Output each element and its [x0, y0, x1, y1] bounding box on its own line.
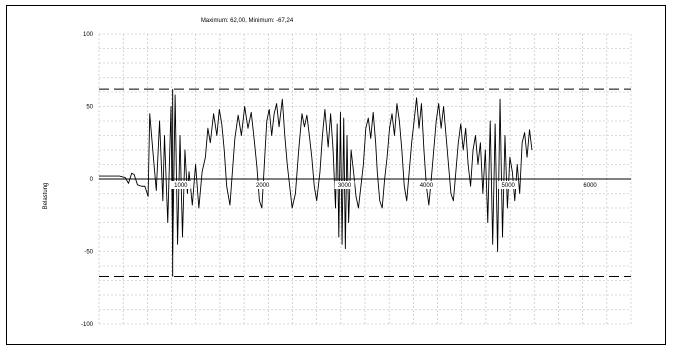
x-tick-label-background: [580, 181, 601, 189]
y-tick-labels: 100 50 0 -50 -100: [81, 32, 94, 328]
x-tick-label-background: [252, 181, 273, 189]
x-tick-label-background: [334, 181, 355, 189]
y-tick-label: -100: [81, 322, 94, 328]
x-tick-label: 2000: [256, 183, 270, 189]
series-line: [99, 94, 533, 255]
chart-frame: Maximum: 62,00, Minimum: -67,24 Belastun…: [6, 5, 666, 345]
chart-svg: Maximum: 62,00, Minimum: -67,24 Belastun…: [43, 18, 632, 328]
x-tick-label: 3000: [338, 183, 352, 189]
x-tick-label: 5000: [502, 183, 516, 189]
x-tick-label-background: [498, 181, 519, 189]
y-tick-label: 0: [90, 177, 94, 183]
y-tick-label: 50: [86, 105, 93, 111]
x-tick-label-background: [170, 181, 191, 189]
x-tick-label-background: [416, 181, 437, 189]
y-axis-label: Belastung: [43, 183, 49, 210]
x-tick-labels: 1000 2000 3000 4000 5000 6000: [170, 181, 601, 189]
x-tick-label: 6000: [583, 183, 597, 189]
chart-title: Maximum: 62,00, Minimum: -67,24: [201, 18, 294, 24]
x-tick-label: 1000: [174, 183, 188, 189]
y-tick-label: -50: [84, 250, 93, 256]
series-group: [99, 94, 533, 255]
y-tick-label: 100: [83, 32, 94, 38]
x-tick-label: 4000: [420, 183, 434, 189]
